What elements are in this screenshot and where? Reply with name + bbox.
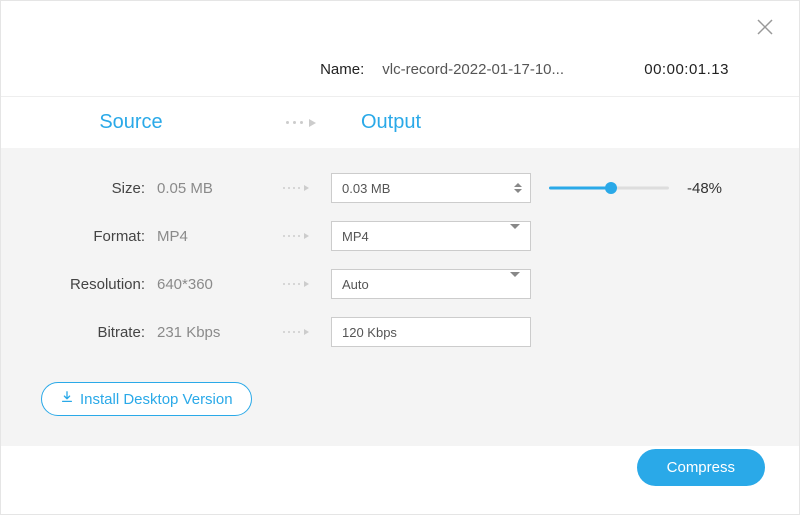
size-slider-wrap: -48%: [549, 180, 722, 197]
format-select[interactable]: MP4: [331, 221, 531, 251]
install-desktop-button[interactable]: Install Desktop Version: [41, 382, 252, 416]
size-output-value: 0.03 MB: [342, 181, 390, 196]
chevron-down-icon: [510, 229, 520, 244]
output-column-title: Output: [341, 111, 571, 134]
compress-dialog: Name: vlc-record-2022-01-17-10... 00:00:…: [0, 0, 800, 515]
columns-header: Source Output: [1, 97, 799, 148]
settings-panel: Size: 0.05 MB 0.03 MB -48%: [1, 148, 799, 446]
size-output-stepper[interactable]: 0.03 MB: [331, 173, 531, 203]
slider-thumb[interactable]: [605, 182, 617, 194]
size-percent-text: -48%: [687, 180, 722, 197]
arrow-icon: [261, 233, 331, 239]
format-row: Format: MP4 MP4: [31, 220, 769, 252]
compress-button[interactable]: Compress: [637, 449, 765, 486]
resolution-source-value: 640*360: [151, 276, 261, 293]
close-button[interactable]: [757, 19, 777, 39]
arrow-icon: [261, 329, 331, 335]
size-source-value: 0.05 MB: [151, 180, 261, 197]
close-icon: [757, 19, 773, 35]
size-label: Size:: [31, 180, 151, 197]
download-icon: [60, 390, 74, 408]
size-row: Size: 0.05 MB 0.03 MB -48%: [31, 172, 769, 204]
chevron-down-icon: [510, 277, 520, 292]
arrow-icon: [261, 185, 331, 191]
resolution-select[interactable]: Auto: [331, 269, 531, 299]
stepper-icon: [514, 183, 522, 193]
size-slider[interactable]: [549, 181, 669, 195]
bitrate-source-value: 231 Kbps: [151, 324, 261, 341]
duration-text: 00:00:01.13: [644, 61, 729, 78]
arrow-icon: [261, 281, 331, 287]
resolution-label: Resolution:: [31, 276, 151, 293]
bitrate-output-field[interactable]: 120 Kbps: [331, 317, 531, 347]
source-column-title: Source: [1, 111, 261, 134]
bitrate-output-value: 120 Kbps: [342, 325, 397, 340]
resolution-row: Resolution: 640*360 Auto: [31, 268, 769, 300]
filename-text: vlc-record-2022-01-17-10...: [382, 61, 592, 78]
bitrate-label: Bitrate:: [31, 324, 151, 341]
format-label: Format:: [31, 228, 151, 245]
install-desktop-label: Install Desktop Version: [80, 391, 233, 408]
arrow-icon: [261, 119, 341, 127]
file-header: Name: vlc-record-2022-01-17-10... 00:00:…: [1, 1, 799, 96]
name-label: Name:: [320, 61, 364, 78]
compress-label: Compress: [667, 459, 735, 476]
format-output-value: MP4: [342, 229, 369, 244]
resolution-output-value: Auto: [342, 277, 369, 292]
format-source-value: MP4: [151, 228, 261, 245]
bitrate-row: Bitrate: 231 Kbps 120 Kbps: [31, 316, 769, 348]
